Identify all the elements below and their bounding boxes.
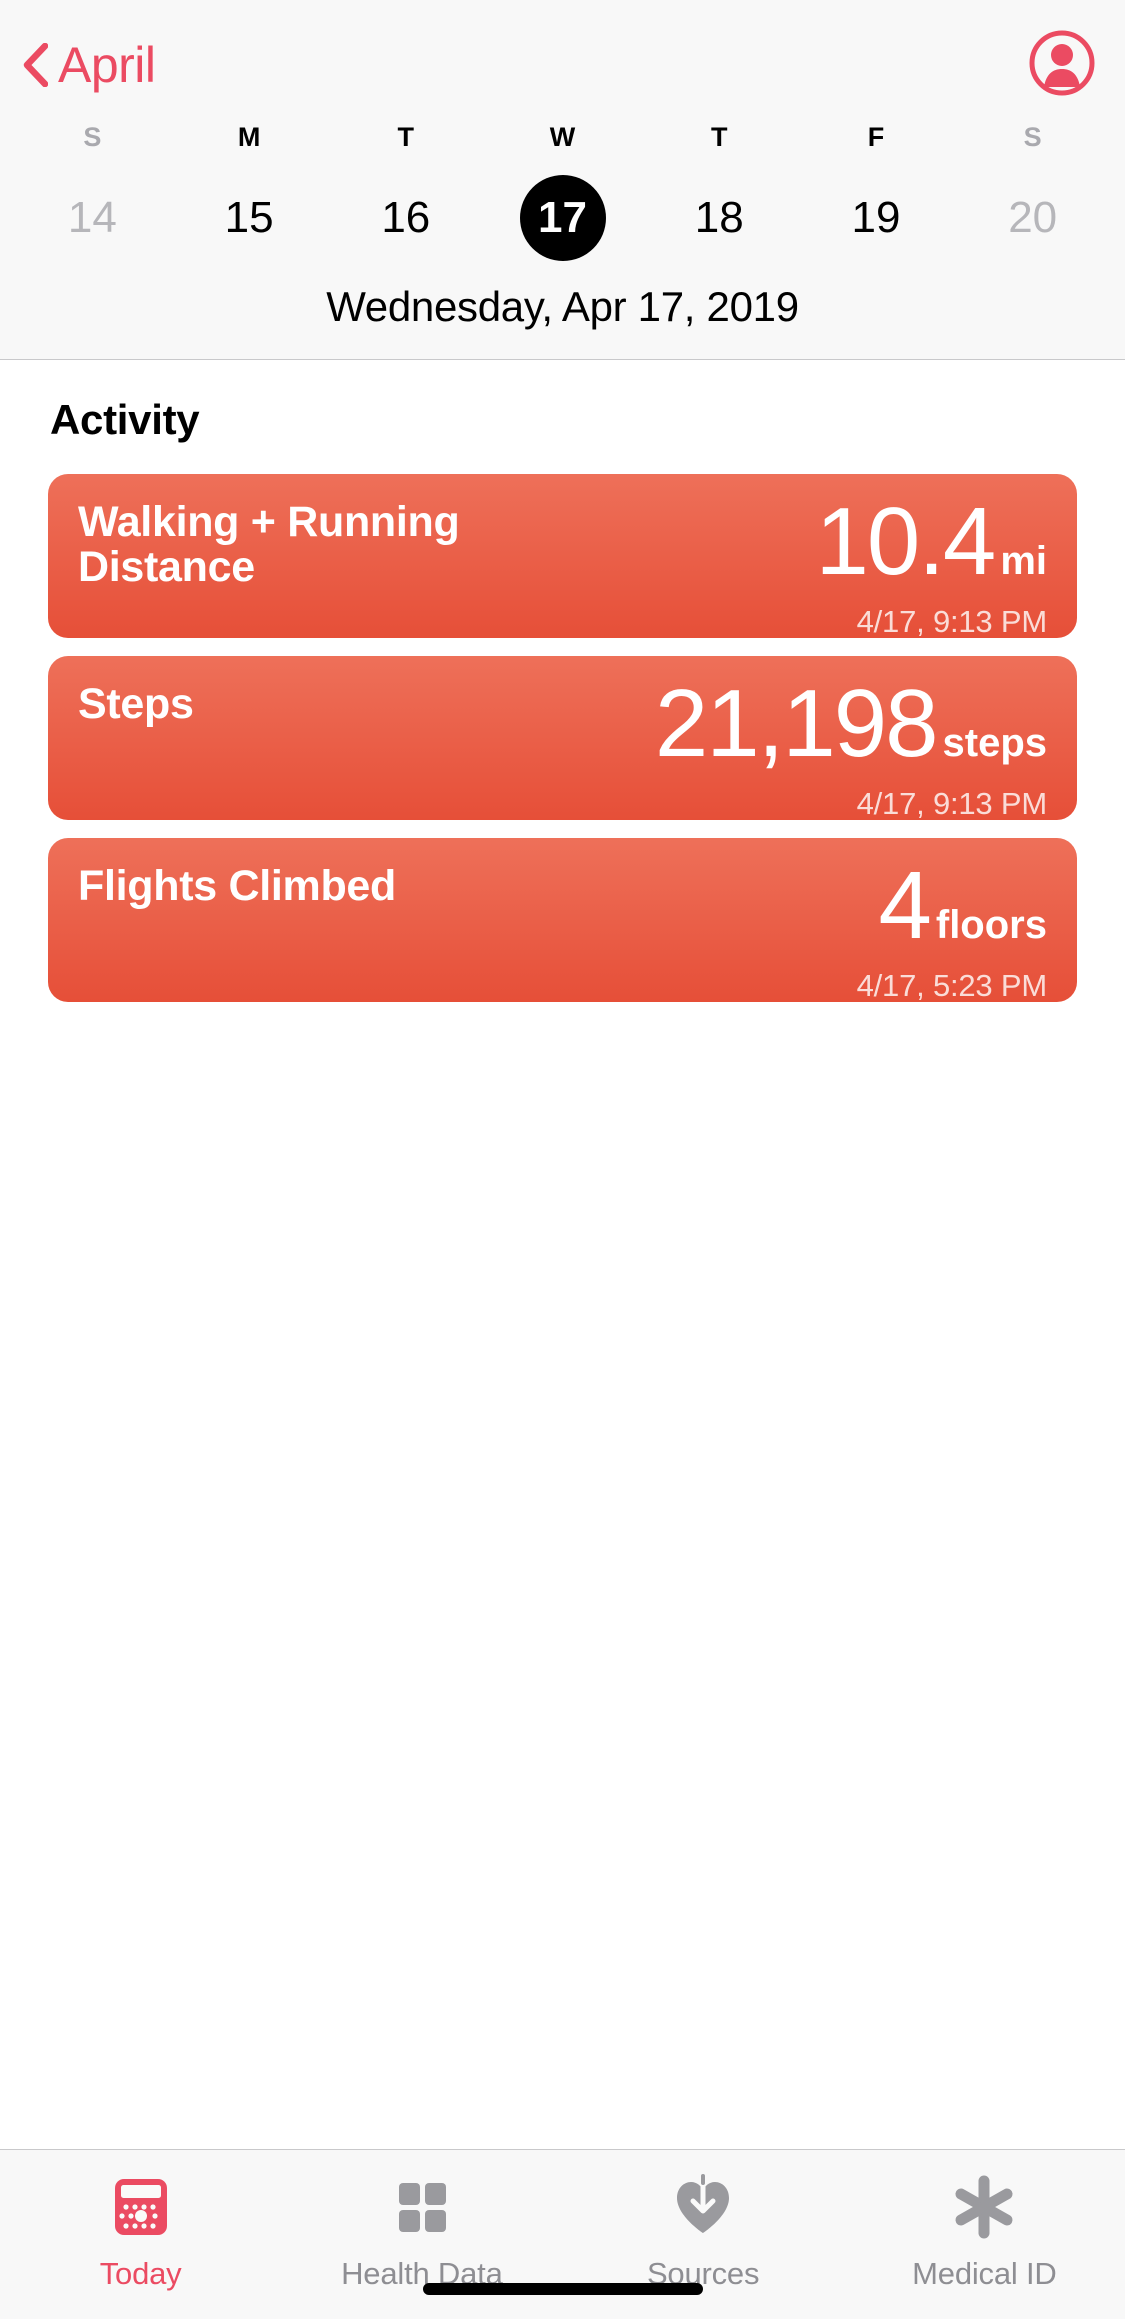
week-date-cell[interactable]: 17 bbox=[484, 175, 641, 261]
week-date-cell[interactable]: 14 bbox=[14, 175, 171, 261]
selected-date-label: Wednesday, Apr 17, 2019 bbox=[326, 283, 799, 330]
card-unit: mi bbox=[1000, 539, 1047, 583]
back-button-label: April bbox=[58, 37, 156, 93]
weekday-initial-wednesday: W bbox=[549, 122, 576, 152]
day-number-15[interactable]: 15 bbox=[224, 193, 274, 242]
section-title-activity: Activity bbox=[50, 396, 200, 443]
star-of-life-icon bbox=[947, 2170, 1021, 2244]
card-value-row: 4 floors bbox=[878, 858, 1047, 954]
day-number-14[interactable]: 14 bbox=[67, 193, 117, 242]
header: April S M T W T F S bbox=[0, 0, 1125, 360]
weekday-initials-row: S M T W T F S bbox=[0, 122, 1125, 153]
chevron-left-icon bbox=[22, 43, 48, 87]
tab-label-today: Today bbox=[99, 2256, 182, 2291]
weekday-initial-saturday: S bbox=[1023, 122, 1042, 152]
day-number-19[interactable]: 19 bbox=[851, 193, 901, 242]
week-date-cell[interactable]: 16 bbox=[327, 175, 484, 261]
day-number-16[interactable]: 16 bbox=[381, 193, 431, 242]
card-timestamp: 4/17, 9:13 PM bbox=[856, 604, 1048, 638]
card-value-group: 21,198 steps 4/17, 9:13 PM bbox=[655, 676, 1048, 821]
day-number-17-selected[interactable]: 17 bbox=[519, 175, 606, 261]
weekday-initial-thursday: T bbox=[710, 122, 728, 152]
main-content: Activity Walking + Running Distance 10.4… bbox=[0, 360, 1125, 2149]
card-title: Walking + Running Distance bbox=[78, 498, 460, 592]
card-unit: floors bbox=[935, 903, 1047, 947]
day-number-18[interactable]: 18 bbox=[694, 193, 744, 242]
weekday-initial-sunday: S bbox=[83, 122, 102, 152]
weekday-initial-tuesday: T bbox=[397, 122, 415, 152]
card-value-row: 10.4 mi bbox=[815, 494, 1047, 590]
card-unit: steps bbox=[942, 721, 1048, 765]
card-value: 4 bbox=[878, 852, 931, 959]
card-timestamp: 4/17, 9:13 PM bbox=[856, 786, 1048, 820]
card-value: 21,198 bbox=[654, 670, 939, 777]
activity-card-list: Walking + Running Distance 10.4 mi 4/17,… bbox=[48, 474, 1077, 1002]
tab-health-data[interactable]: Health Data bbox=[281, 2170, 562, 2292]
day-number-20[interactable]: 20 bbox=[1008, 193, 1058, 242]
weekday-initial-friday: F bbox=[867, 122, 885, 152]
grid-squares-icon bbox=[385, 2170, 459, 2244]
back-button[interactable]: April bbox=[22, 40, 156, 90]
card-title: Steps bbox=[78, 680, 194, 728]
weekday-initial-monday: M bbox=[237, 122, 261, 152]
week-date-cell[interactable]: 19 bbox=[798, 175, 955, 261]
card-value-row: 21,198 steps bbox=[655, 676, 1047, 772]
card-value-group: 4 floors 4/17, 5:23 PM bbox=[856, 858, 1048, 1003]
activity-card-walking-running-distance[interactable]: Walking + Running Distance 10.4 mi 4/17,… bbox=[48, 474, 1077, 638]
tab-label-medical-id: Medical ID bbox=[912, 2256, 1057, 2291]
week-dates-row: 14 15 16 17 18 19 20 bbox=[0, 175, 1125, 261]
week-date-cell[interactable]: 20 bbox=[954, 175, 1111, 261]
card-timestamp: 4/17, 5:23 PM bbox=[856, 968, 1048, 1002]
card-value: 10.4 bbox=[815, 488, 996, 595]
card-value-group: 10.4 mi 4/17, 9:13 PM bbox=[815, 494, 1048, 639]
activity-card-flights-climbed[interactable]: Flights Climbed 4 floors 4/17, 5:23 PM bbox=[48, 838, 1077, 1002]
navigation-bar: April bbox=[0, 22, 1125, 108]
week-date-cell[interactable]: 15 bbox=[171, 175, 328, 261]
tab-medical-id[interactable]: Medical ID bbox=[844, 2170, 1125, 2292]
activity-card-steps[interactable]: Steps 21,198 steps 4/17, 9:13 PM bbox=[48, 656, 1077, 820]
profile-avatar-button[interactable] bbox=[1029, 30, 1095, 101]
week-date-cell[interactable]: 18 bbox=[641, 175, 798, 261]
home-indicator[interactable] bbox=[422, 2283, 703, 2295]
card-title: Flights Climbed bbox=[78, 862, 397, 910]
profile-avatar-icon bbox=[1029, 30, 1095, 101]
heart-download-icon bbox=[666, 2170, 740, 2244]
tab-today[interactable]: Today bbox=[0, 2170, 281, 2292]
calendar-icon bbox=[104, 2170, 178, 2244]
tab-sources[interactable]: Sources bbox=[563, 2170, 844, 2292]
